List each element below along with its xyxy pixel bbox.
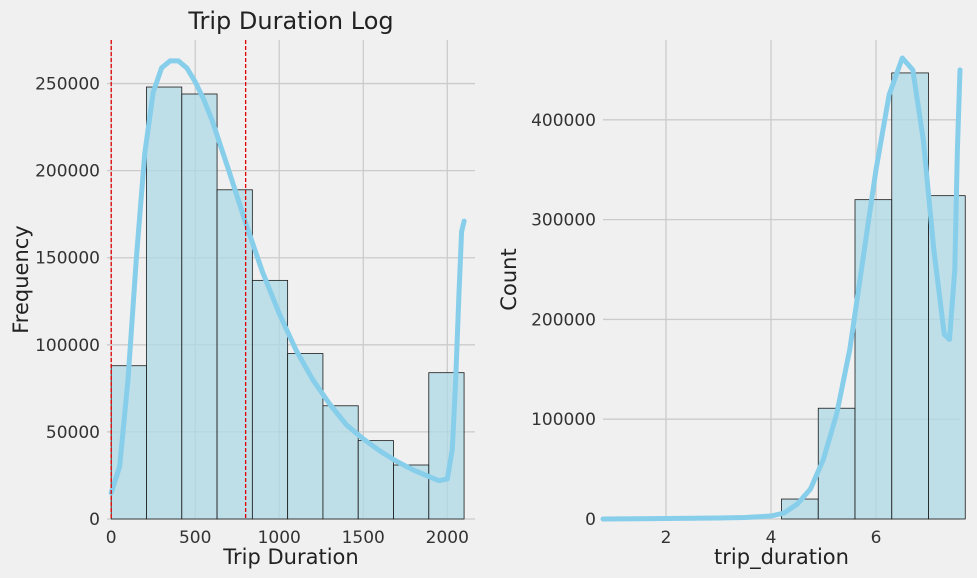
histogram-bar	[181, 93, 218, 520]
kde-curve	[108, 58, 467, 496]
y-tick-label: 100000	[531, 410, 596, 430]
histogram-bar	[854, 199, 893, 520]
y-tick-label: 0	[89, 510, 100, 530]
y-tick-label: 50000	[46, 423, 100, 443]
right-histogram-panel: 2 4 6 0 100000 200000 300000 400000 trip_duratio…	[497, 40, 966, 570]
x-tick-label: 0	[106, 528, 117, 548]
x-tick-label: 500	[179, 528, 211, 548]
left-histogram-panel: 0 500 1000 1500 2000 0 50000 100000 150000 200000…	[9, 7, 475, 569]
kde-curve	[600, 55, 963, 522]
x-tick-label: 1000	[258, 528, 301, 548]
x-axis-label: Trip Duration	[222, 545, 358, 569]
x-axis-label: trip_duration	[714, 545, 849, 570]
y-tick-label: 0	[585, 510, 596, 530]
x-tick-label: 2000	[426, 528, 469, 548]
histogram-bar	[216, 189, 253, 520]
histogram-bar	[428, 372, 465, 520]
histogram-bar	[817, 407, 856, 520]
histogram-bar	[322, 405, 359, 520]
y-tick-label: 200000	[35, 162, 100, 182]
chart-title: Trip Duration Log	[187, 7, 393, 35]
x-tick-label: 6	[871, 528, 882, 548]
y-tick-label: 100000	[35, 336, 100, 356]
y-tick-label: 250000	[35, 75, 100, 95]
x-tick-label: 4	[766, 528, 777, 548]
histogram-bar	[146, 86, 183, 520]
y-tick-label: 300000	[531, 211, 596, 231]
y-tick-label: 200000	[531, 310, 596, 330]
y-tick-label: 400000	[531, 111, 596, 131]
x-tick-label: 2	[661, 528, 672, 548]
x-tick-label: 1500	[342, 528, 385, 548]
y-axis-label: Frequency	[9, 225, 33, 334]
histogram-bar	[357, 440, 394, 520]
y-axis-label: Count	[497, 248, 521, 310]
histogram-bar	[287, 353, 324, 520]
y-tick-label: 150000	[35, 249, 100, 269]
